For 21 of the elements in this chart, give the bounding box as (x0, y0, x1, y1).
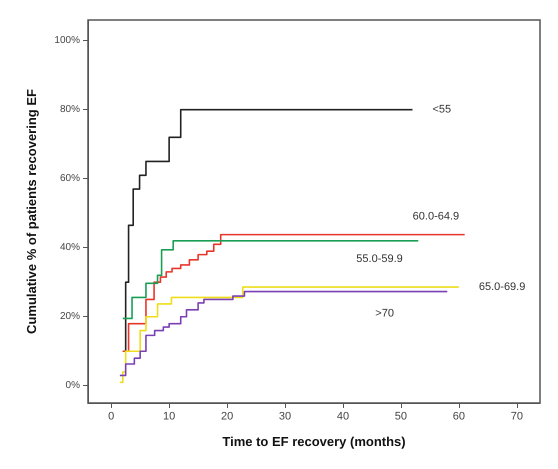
x-tick-label: 0 (108, 410, 114, 422)
x-tick-label: 30 (278, 410, 292, 422)
series-label: >70 (375, 308, 394, 320)
x-tick-label: 60 (452, 410, 465, 422)
y-tick-label: 0% (66, 380, 80, 392)
y-tick-label: 100% (54, 35, 80, 46)
x-tick-label: 20 (220, 410, 234, 422)
y-tick-label: 60% (60, 173, 80, 184)
y-tick-label: 40% (60, 242, 80, 254)
x-tick-label: 10 (163, 410, 176, 422)
y-tick-label: 20% (60, 311, 80, 322)
x-tick-label: 70 (510, 410, 523, 422)
y-axis-title: Cumulative % of patients recovering EF (24, 89, 39, 334)
x-tick-label: 40 (336, 410, 350, 422)
y-tick-label: 80% (60, 104, 80, 116)
series-label: <55 (432, 104, 452, 116)
series-label: 60.0-64.9 (412, 210, 460, 223)
series-label: 55.0-59.9 (356, 252, 403, 265)
x-axis-title: Time to EF recovery (months) (222, 434, 406, 449)
x-tick-label: 50 (394, 410, 408, 422)
series-label: 65.0-69.9 (478, 281, 526, 294)
